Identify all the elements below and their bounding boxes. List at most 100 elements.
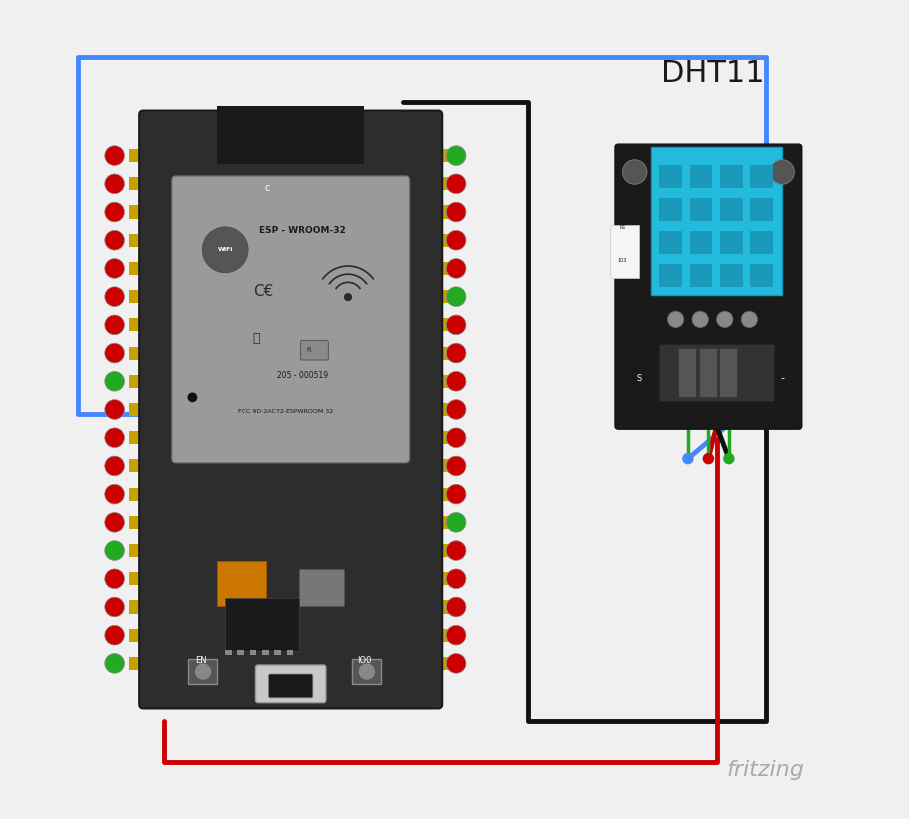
Circle shape xyxy=(344,293,352,301)
Circle shape xyxy=(105,202,125,222)
Circle shape xyxy=(446,287,466,306)
Bar xyxy=(129,572,147,586)
Bar xyxy=(225,650,232,655)
Circle shape xyxy=(105,626,125,645)
Circle shape xyxy=(446,315,466,335)
Bar xyxy=(311,119,332,160)
Circle shape xyxy=(446,202,466,222)
Text: R1: R1 xyxy=(619,225,625,230)
Bar xyxy=(129,206,147,219)
Bar xyxy=(659,165,682,188)
Circle shape xyxy=(105,541,125,560)
Circle shape xyxy=(446,428,466,447)
Bar xyxy=(690,231,713,254)
Bar xyxy=(720,264,743,287)
Bar xyxy=(237,650,244,655)
Circle shape xyxy=(446,484,466,504)
Bar xyxy=(610,225,639,278)
Bar xyxy=(719,348,737,397)
Bar xyxy=(250,650,256,655)
Bar xyxy=(352,659,381,684)
Bar xyxy=(129,629,147,642)
Bar xyxy=(432,206,450,219)
Circle shape xyxy=(446,597,466,617)
Text: c: c xyxy=(265,183,270,193)
Bar xyxy=(432,487,450,500)
Circle shape xyxy=(716,311,733,328)
Bar xyxy=(432,629,450,642)
Circle shape xyxy=(105,513,125,532)
Bar xyxy=(750,264,773,287)
Text: 205 - 000519: 205 - 000519 xyxy=(276,371,328,379)
Bar xyxy=(432,177,450,190)
Text: WiFi: WiFi xyxy=(217,247,233,252)
Bar xyxy=(432,403,450,416)
Text: C€: C€ xyxy=(253,284,274,299)
Text: FCC 9D:2AC72-ESPWROOM 32: FCC 9D:2AC72-ESPWROOM 32 xyxy=(238,409,334,414)
Circle shape xyxy=(446,513,466,532)
FancyBboxPatch shape xyxy=(172,176,409,463)
Circle shape xyxy=(105,259,125,278)
Circle shape xyxy=(187,392,197,402)
Bar xyxy=(690,165,713,188)
Bar xyxy=(129,487,147,500)
Text: R: R xyxy=(306,347,312,353)
Circle shape xyxy=(105,400,125,419)
FancyBboxPatch shape xyxy=(615,144,802,429)
Circle shape xyxy=(446,626,466,645)
Bar xyxy=(129,319,147,332)
Text: DHT11: DHT11 xyxy=(661,59,764,88)
Bar xyxy=(432,262,450,275)
Bar xyxy=(720,165,743,188)
Circle shape xyxy=(446,541,466,560)
Circle shape xyxy=(682,453,694,464)
Circle shape xyxy=(703,453,714,464)
Circle shape xyxy=(446,343,466,363)
Circle shape xyxy=(105,315,125,335)
Bar xyxy=(690,264,713,287)
Text: ⏚: ⏚ xyxy=(253,333,260,346)
Bar xyxy=(432,233,450,247)
Circle shape xyxy=(105,287,125,306)
Bar xyxy=(129,149,147,162)
Circle shape xyxy=(741,311,757,328)
Bar xyxy=(129,459,147,473)
Circle shape xyxy=(667,311,684,328)
Text: -: - xyxy=(780,373,784,382)
Bar xyxy=(262,650,268,655)
Text: IO0: IO0 xyxy=(357,656,372,665)
Circle shape xyxy=(359,663,375,680)
Bar xyxy=(432,544,450,557)
Bar xyxy=(432,459,450,473)
Bar xyxy=(129,600,147,613)
Circle shape xyxy=(105,654,125,673)
Bar xyxy=(432,600,450,613)
Circle shape xyxy=(446,456,466,476)
Bar xyxy=(750,165,773,188)
Bar xyxy=(659,264,682,287)
Bar xyxy=(129,290,147,303)
Circle shape xyxy=(105,484,125,504)
Bar xyxy=(432,657,450,670)
Bar xyxy=(129,516,147,529)
Circle shape xyxy=(105,428,125,447)
Bar xyxy=(129,657,147,670)
Circle shape xyxy=(623,160,647,184)
Bar xyxy=(217,106,365,164)
Bar xyxy=(651,147,782,295)
Bar xyxy=(659,198,682,221)
Bar xyxy=(129,233,147,247)
Circle shape xyxy=(105,372,125,391)
Bar xyxy=(129,177,147,190)
FancyBboxPatch shape xyxy=(139,111,442,708)
FancyBboxPatch shape xyxy=(255,665,326,703)
Bar xyxy=(678,348,696,397)
Bar xyxy=(129,431,147,444)
Circle shape xyxy=(446,569,466,589)
Circle shape xyxy=(692,311,708,328)
Text: 103: 103 xyxy=(618,258,627,263)
Bar xyxy=(188,659,217,684)
Circle shape xyxy=(202,227,248,273)
Bar xyxy=(237,119,258,160)
Bar xyxy=(750,231,773,254)
